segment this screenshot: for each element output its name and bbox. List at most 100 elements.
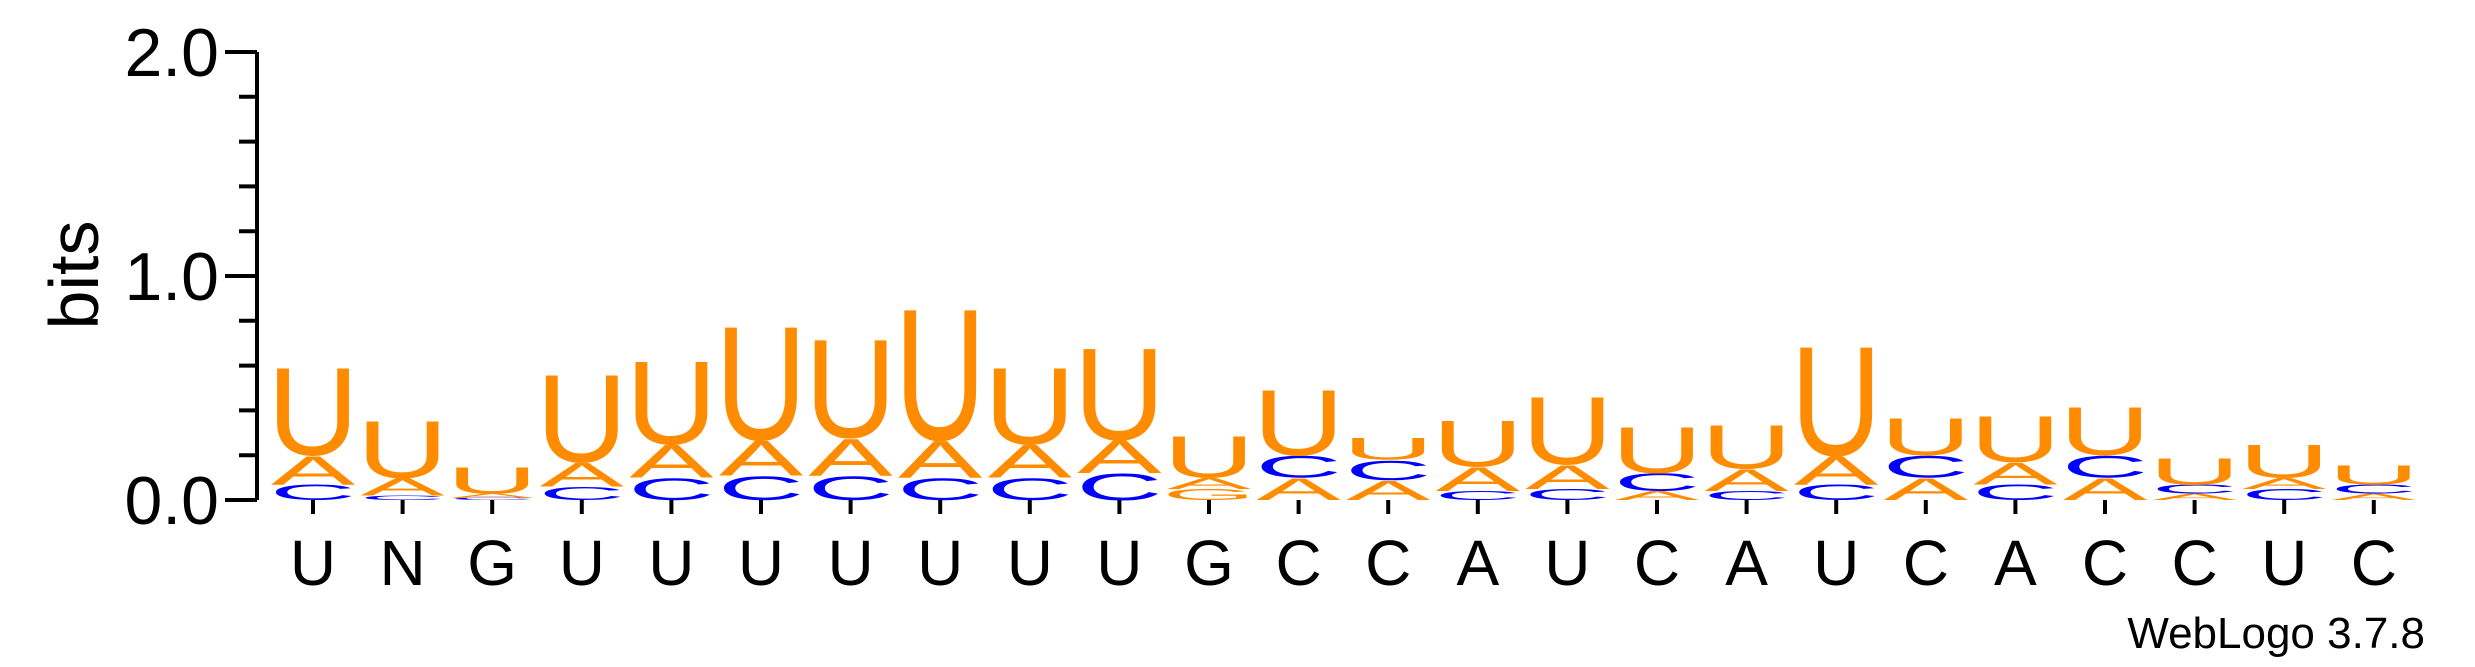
logo-letter-c: C bbox=[1614, 469, 1700, 497]
logo-glyph: C bbox=[539, 483, 625, 504]
x-tick-label: U bbox=[1544, 527, 1590, 599]
x-tick-label: U bbox=[648, 527, 694, 599]
logo-glyph: U bbox=[536, 349, 627, 489]
logo-letter-u: U bbox=[1522, 376, 1613, 484]
logo-glyph: U bbox=[1074, 321, 1165, 468]
logo-letter-u: U bbox=[1970, 403, 2061, 476]
logo-glyph: U bbox=[1791, 314, 1882, 489]
y-tick-label: 1.0 bbox=[124, 239, 219, 315]
logo-letter-a: A bbox=[629, 436, 714, 488]
y-tick-label: 0.0 bbox=[124, 463, 219, 539]
logo-letter-a: A bbox=[1794, 448, 1879, 493]
logo-glyph: C bbox=[1703, 489, 1789, 503]
logo-glyph: U bbox=[1701, 413, 1792, 483]
logo-letter-c: C bbox=[2331, 482, 2417, 496]
logo-letter-c: C bbox=[2241, 486, 2327, 503]
logo-glyph: U bbox=[2239, 436, 2330, 488]
x-tick-label: A bbox=[1994, 527, 2037, 599]
logo-letter-a: A bbox=[898, 429, 983, 489]
x-tick-label: A bbox=[1725, 527, 1768, 599]
logo-glyph: A bbox=[1077, 431, 1162, 483]
logo-letter-a: A bbox=[2242, 475, 2326, 493]
logo-letter-u: U bbox=[715, 292, 806, 474]
logo-glyph: C bbox=[2151, 482, 2237, 496]
logo-letter-a: A bbox=[988, 436, 1073, 488]
logo-letter-c: C bbox=[1703, 489, 1789, 503]
x-tick-label: G bbox=[467, 527, 517, 599]
logo-letter-u: U bbox=[1880, 407, 1971, 467]
logo-letter-u: U bbox=[895, 269, 986, 479]
x-tick-label: C bbox=[1275, 527, 1321, 599]
logo-letter-u: U bbox=[1432, 408, 1523, 481]
x-tick-label: U bbox=[1813, 527, 1859, 599]
logo-letter-c: C bbox=[1883, 449, 1969, 484]
logo-glyph: C bbox=[2331, 482, 2417, 496]
logo-letter-u: U bbox=[1701, 413, 1792, 483]
logo-glyph: A bbox=[1704, 463, 1789, 498]
logo-letter-c: C bbox=[1524, 486, 1610, 503]
logo-letter-u: U bbox=[1343, 431, 1434, 466]
logo-glyph: A bbox=[1615, 489, 1699, 503]
logo-letter-a: A bbox=[540, 455, 625, 494]
logo-glyph: U bbox=[805, 311, 896, 468]
x-tick-label: N bbox=[379, 527, 425, 599]
logo-letter-a: A bbox=[1525, 458, 1610, 497]
logo-letter-a: A bbox=[1973, 456, 2058, 491]
x-tick-label: U bbox=[290, 527, 336, 599]
logo-letter-u: U bbox=[447, 459, 538, 501]
logo-letter-u: U bbox=[2328, 459, 2419, 490]
logo-letter-u: U bbox=[626, 337, 717, 470]
logo-letter-c: C bbox=[2062, 449, 2148, 484]
logo-glyph: A bbox=[1436, 460, 1521, 499]
logo-letter-c: C bbox=[359, 494, 445, 501]
logo-glyph: U bbox=[1522, 376, 1613, 484]
logo-letter-c: C bbox=[449, 497, 535, 500]
logo-glyph: U bbox=[984, 346, 1075, 468]
logo-glyph: U bbox=[2328, 459, 2419, 490]
logo-glyph: A bbox=[988, 436, 1073, 488]
y-axis-title: bits bbox=[35, 221, 113, 330]
logo-glyph: A bbox=[2242, 475, 2326, 493]
logo-glyph: A bbox=[1167, 475, 1251, 493]
logo-glyph: A bbox=[2332, 492, 2417, 502]
logo-glyph: A bbox=[629, 436, 714, 488]
logo-glyph: C bbox=[1883, 449, 1969, 484]
logo-letter-a: A bbox=[808, 427, 893, 487]
logo-letter-c: C bbox=[1345, 455, 1431, 486]
logo-glyph: U bbox=[1163, 424, 1254, 490]
logo-glyph: U bbox=[2149, 451, 2240, 493]
x-tick-label: C bbox=[2351, 527, 2397, 599]
logo-glyph: U bbox=[1432, 408, 1523, 481]
x-tick-label: A bbox=[1456, 527, 1499, 599]
logo-letter-u: U bbox=[1074, 321, 1165, 468]
logo-letter-u: U bbox=[357, 404, 448, 495]
x-tick-label: U bbox=[559, 527, 605, 599]
logo-letter-u: U bbox=[984, 346, 1075, 468]
logo-letter-a: A bbox=[450, 492, 535, 499]
logo-glyph: U bbox=[1970, 403, 2061, 476]
logo-letter-a: A bbox=[1077, 431, 1162, 483]
logo-glyph: U bbox=[1880, 407, 1971, 467]
logo-glyph: C bbox=[359, 494, 445, 501]
logo-glyph: C bbox=[1255, 449, 1341, 484]
y-tick-label: 2.0 bbox=[124, 15, 219, 91]
logo-letter-u: U bbox=[1253, 370, 1344, 475]
x-tick-label: C bbox=[1634, 527, 1680, 599]
logo-glyph: U bbox=[447, 459, 538, 501]
logo-letter-u: U bbox=[2059, 393, 2150, 470]
x-tick-label: G bbox=[1184, 527, 1234, 599]
logo-glyph: C bbox=[1345, 455, 1431, 486]
logo-glyph: A bbox=[271, 448, 356, 493]
x-tick-label: C bbox=[1903, 527, 1949, 599]
logo-glyph: A bbox=[1973, 456, 2058, 491]
logo-letter-u: U bbox=[536, 349, 627, 489]
logo-letter-g: G bbox=[1163, 486, 1256, 503]
logo-letter-a: A bbox=[1704, 463, 1789, 498]
logo-glyph: A bbox=[719, 431, 803, 487]
logo-glyph: U bbox=[1253, 370, 1344, 475]
x-tick-label: C bbox=[2171, 527, 2217, 599]
x-tick-label: C bbox=[1365, 527, 1411, 599]
